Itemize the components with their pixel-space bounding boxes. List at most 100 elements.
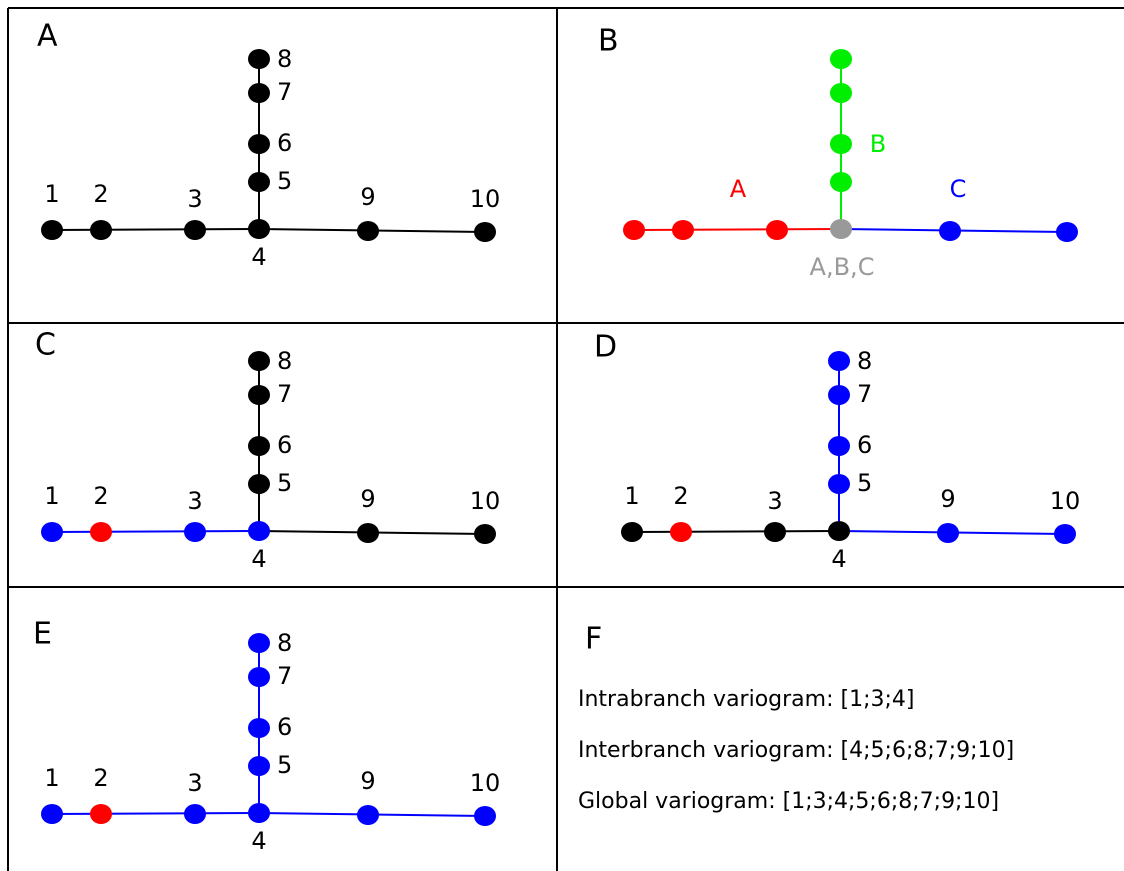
node [828, 385, 850, 405]
node [248, 134, 270, 154]
node-label: 7 [277, 662, 292, 690]
node [248, 172, 270, 192]
node [248, 436, 270, 456]
node-label: 8 [277, 347, 292, 375]
edge [51, 530, 260, 533]
node-label: 8 [277, 629, 292, 657]
node-label: 10 [470, 769, 501, 797]
variogram-text: Global variogram: [1;3;4;5;6;8;7;9;10] [578, 789, 999, 814]
panel-letter: B [598, 24, 619, 59]
node [248, 351, 270, 371]
node [248, 521, 270, 541]
node [90, 522, 112, 542]
junction-label: A,B,C [810, 253, 875, 281]
node [184, 220, 206, 240]
node [357, 221, 379, 241]
panel-letter: E [33, 617, 52, 652]
node-label: 2 [673, 482, 688, 510]
node [830, 83, 852, 103]
node [474, 806, 496, 826]
node [828, 436, 850, 456]
node-label: 5 [277, 751, 292, 779]
node [248, 49, 270, 69]
node [623, 220, 645, 240]
node [621, 522, 643, 542]
node-label: 3 [187, 185, 202, 213]
node-label: 5 [277, 469, 292, 497]
node-label: 9 [360, 183, 375, 211]
node-label: 4 [251, 243, 266, 271]
node-label: 10 [470, 185, 501, 213]
node [90, 220, 112, 240]
edge [51, 812, 260, 815]
node [248, 756, 270, 776]
node-label: 2 [93, 764, 108, 792]
node [937, 523, 959, 543]
node [41, 220, 63, 240]
node [830, 172, 852, 192]
node [248, 474, 270, 494]
node [1054, 524, 1076, 544]
node [474, 524, 496, 544]
node [828, 521, 850, 541]
node [90, 804, 112, 824]
node-label: 6 [277, 713, 292, 741]
node-label: 8 [277, 45, 292, 73]
panel-letter: D [594, 330, 617, 365]
node [830, 134, 852, 154]
edge [631, 530, 840, 533]
node-label: 10 [470, 487, 501, 515]
node-label: 3 [767, 487, 782, 515]
variogram-text: Intrabranch variogram: [1;3;4] [578, 687, 914, 712]
node [248, 718, 270, 738]
node-label: 5 [857, 469, 872, 497]
node-label: 7 [277, 78, 292, 106]
node [248, 633, 270, 653]
panel-letter: A [37, 19, 58, 54]
node [670, 522, 692, 542]
edge [51, 228, 260, 231]
node [828, 474, 850, 494]
node-label: 1 [624, 482, 639, 510]
node-label: 3 [187, 487, 202, 515]
node-label: 4 [831, 545, 846, 573]
node [248, 667, 270, 687]
node [766, 220, 788, 240]
node-label: 4 [251, 827, 266, 855]
node [248, 83, 270, 103]
node [830, 49, 852, 69]
node [357, 805, 379, 825]
node-label: 1 [44, 764, 59, 792]
node [828, 351, 850, 371]
branch-label: C [950, 175, 967, 203]
variogram-text: Interbranch variogram: [4;5;6;8;7;9;10] [578, 738, 1014, 763]
node [184, 522, 206, 542]
node [184, 804, 206, 824]
node-label: 9 [940, 485, 955, 513]
node-label: 6 [277, 129, 292, 157]
node-label: 5 [277, 167, 292, 195]
node [41, 522, 63, 542]
node-label: 9 [360, 485, 375, 513]
node-label: 1 [44, 482, 59, 510]
node-label: 10 [1050, 487, 1081, 515]
node [248, 385, 270, 405]
node [939, 221, 961, 241]
node-label: 8 [857, 347, 872, 375]
node-label: 7 [277, 380, 292, 408]
node [41, 804, 63, 824]
node-label: 2 [93, 482, 108, 510]
panel-letter: F [585, 622, 602, 657]
branch-label: B [870, 130, 886, 158]
node [474, 222, 496, 242]
edge [633, 228, 842, 231]
node [830, 219, 852, 239]
node-label: 7 [857, 380, 872, 408]
node-label: 2 [93, 180, 108, 208]
node [357, 523, 379, 543]
node [1056, 222, 1078, 242]
node [672, 220, 694, 240]
node [764, 522, 786, 542]
node-label: 4 [251, 545, 266, 573]
